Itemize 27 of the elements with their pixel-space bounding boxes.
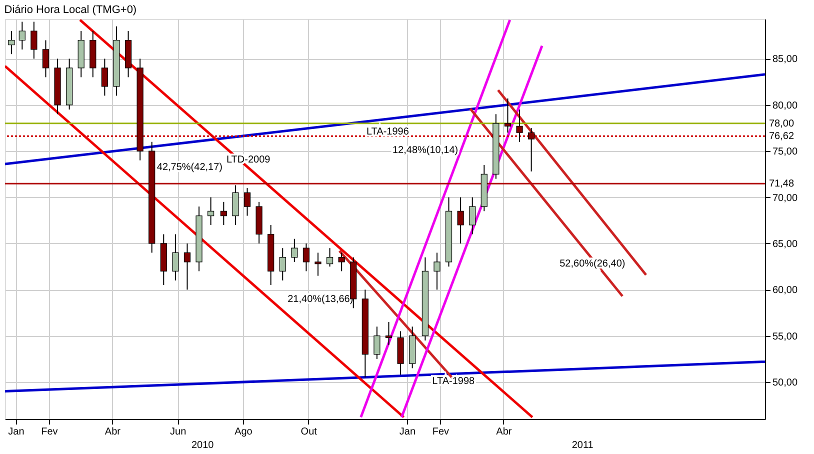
y-tick-label: 50,00: [772, 378, 798, 389]
ref-line-label: 76,62: [769, 131, 794, 142]
ref-line-label: 71,48: [769, 178, 794, 190]
annotation: 21,40%(13,66): [288, 294, 354, 305]
y-tick-label: 85,00: [772, 54, 798, 66]
x-tick-label: Abr: [496, 426, 512, 438]
text: 2011: [572, 440, 594, 451]
y-tick-label: 60,00: [772, 285, 798, 296]
chart-title: Diário Hora Local (TMG+0): [4, 4, 137, 16]
x-tick-label: Jan: [399, 426, 416, 438]
x-tick-label: Fev: [432, 426, 450, 438]
x-tick-label: Ago: [234, 426, 253, 438]
ref-line-label: 78,00: [769, 118, 794, 130]
y-tick-label: 80,00: [772, 100, 798, 112]
x-tick-label: Jun: [170, 426, 186, 438]
x-tick-label: Out: [300, 426, 318, 438]
x-tick-label: Jan: [8, 426, 24, 438]
annotation: 42,75%(42,17): [156, 162, 222, 173]
y-tick-label: 65,00: [772, 238, 798, 250]
x-tick-label: Abr: [104, 426, 122, 438]
text: 2010: [191, 440, 214, 451]
annotation: LTA-1996: [366, 126, 410, 138]
y-tick-label: 75,00: [772, 146, 798, 158]
x-tick-label: Fev: [41, 426, 58, 438]
annotation: 12,48%(10,14): [392, 145, 458, 156]
y-tick-label: 70,00: [772, 192, 798, 204]
y-tick-label: 55,00: [772, 331, 798, 342]
